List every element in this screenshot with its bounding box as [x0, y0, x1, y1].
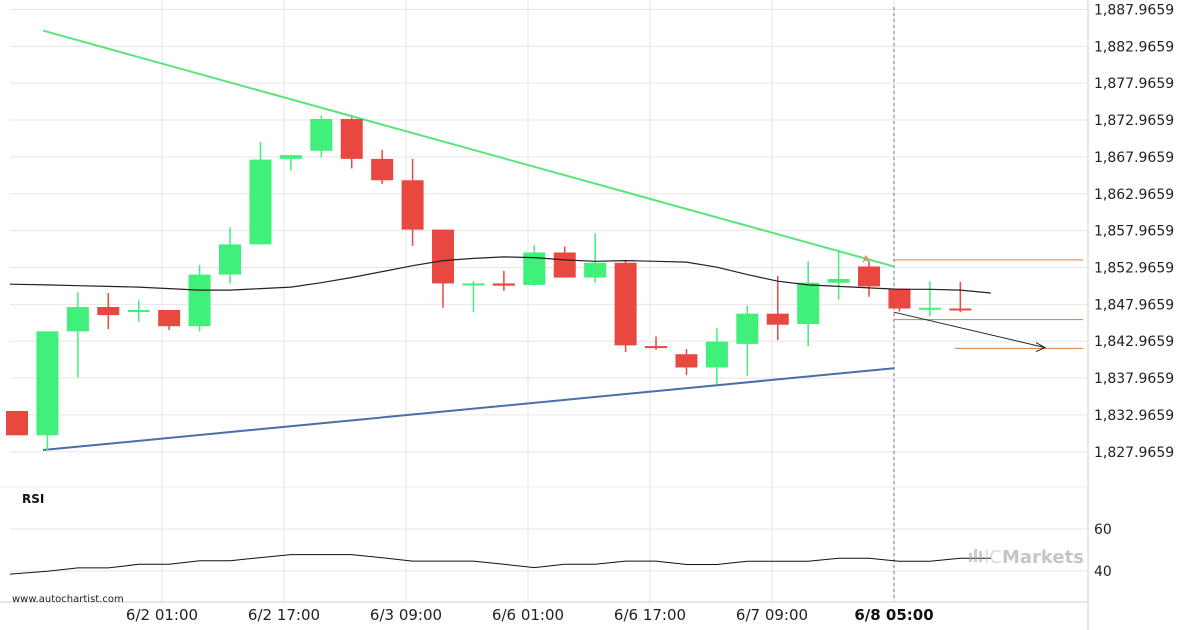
watermark-bar-icon [969, 553, 972, 562]
x-tick-label: 6/2 01:00 [126, 606, 198, 624]
y-tick-label: 1,857.9659 [1094, 224, 1174, 240]
watermark-brand-ic: IC [984, 547, 1002, 568]
y-tick-label: 1,862.9659 [1094, 187, 1174, 203]
candle-body [36, 331, 59, 436]
y-tick-label: 1,872.9659 [1094, 113, 1174, 129]
candle-body [523, 252, 546, 285]
rsi-line [9, 554, 991, 575]
y-tick-label: 1,827.9659 [1094, 445, 1174, 461]
candle-body [219, 244, 242, 275]
candle-body [949, 308, 972, 311]
candle-body [827, 279, 850, 283]
candle-body [340, 119, 363, 159]
candle-body [918, 307, 941, 310]
candle-body [553, 252, 576, 278]
candle-body [645, 346, 668, 349]
rsi-tick-label: 60 [1094, 522, 1112, 538]
autochartist-credit: www.autochartist.com [12, 594, 124, 605]
candle-body [766, 313, 789, 325]
y-tick-label: 1,847.9659 [1094, 297, 1174, 313]
forecast-arrow-line [893, 311, 1046, 349]
candle-body [97, 307, 120, 316]
y-tick-label: 1,832.9659 [1094, 408, 1174, 424]
x-tick-label: 6/8 05:00 [854, 606, 933, 624]
price-panel: A [6, 7, 1083, 602]
candle-body [279, 155, 302, 159]
candle-body [158, 309, 181, 327]
candle-body [705, 341, 728, 368]
grid-lines [10, 0, 1088, 602]
candle-body [584, 262, 607, 278]
y-tick-label: 1,867.9659 [1094, 150, 1174, 166]
axes: 1,887.9659 1,882.9659 1,877.9659 1,872.9659… [0, 0, 1174, 630]
watermark-bar-icon [974, 549, 977, 562]
candle-body [249, 159, 272, 245]
candle-body [188, 274, 211, 327]
candle-body [736, 313, 759, 344]
rsi-label: RSI [22, 492, 44, 506]
y-tick-label: 1,887.9659 [1094, 2, 1174, 18]
rsi-tick-label: 40 [1094, 564, 1112, 580]
pattern-point-marker: A [863, 254, 870, 265]
candle-body [675, 354, 698, 368]
candle-body [6, 410, 28, 436]
icmarkets-watermark: IC Markets [969, 547, 1084, 568]
x-tick-label: 6/7 09:00 [736, 606, 808, 624]
candle-body [888, 288, 911, 309]
x-tick-label: 6/2 17:00 [248, 606, 320, 624]
rsi-panel: RSI [9, 492, 991, 575]
watermark-brand-markets: Markets [1002, 547, 1084, 568]
candle-body [401, 180, 424, 230]
candle-body [797, 282, 820, 324]
forecast-arrow-head [1035, 342, 1047, 353]
candle-body [492, 283, 515, 286]
moving-average-line [9, 256, 991, 294]
candle-body [858, 266, 881, 287]
y-tick-label: 1,882.9659 [1094, 39, 1174, 55]
x-tick-label: 6/6 01:00 [492, 606, 564, 624]
candle-body [371, 158, 394, 181]
y-tick-label: 1,837.9659 [1094, 371, 1174, 387]
candle-body [127, 309, 150, 312]
y-tick-label: 1,852.9659 [1094, 260, 1174, 276]
x-tick-label: 6/3 09:00 [370, 606, 442, 624]
y-tick-label: 1,877.9659 [1094, 76, 1174, 92]
watermark-bar-icon [979, 551, 982, 562]
candle-body [462, 283, 485, 286]
resistance-trendline [42, 29, 895, 268]
x-tick-label: 6/6 17:00 [614, 606, 686, 624]
candle-body [432, 229, 455, 284]
y-tick-label: 1,842.9659 [1094, 334, 1174, 350]
candle-body [66, 307, 89, 332]
support-trendline [42, 367, 895, 452]
candle-body [310, 119, 333, 151]
candle-body [614, 262, 637, 346]
